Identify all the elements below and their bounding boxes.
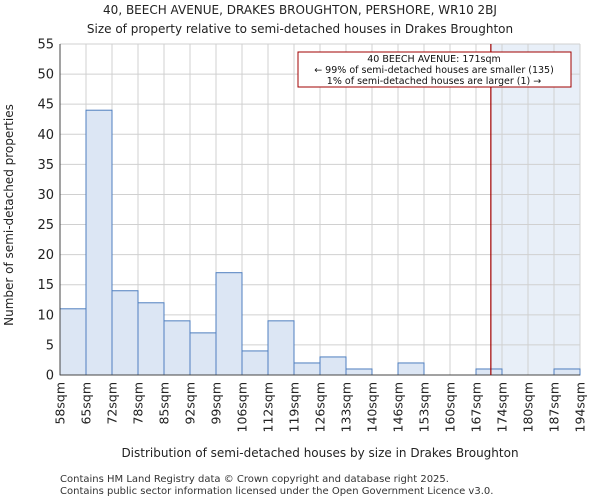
bar-58sqm bbox=[59, 308, 87, 376]
bar-92sqm bbox=[189, 332, 217, 376]
y-axis-label: Number of semi-detached properties bbox=[2, 104, 16, 326]
x-tick-label: 146sqm bbox=[391, 382, 406, 432]
chart-title: 40, BEECH AVENUE, DRAKES BROUGHTON, PERS… bbox=[103, 3, 497, 17]
annotation-line-2: ← 99% of semi-detached houses are smalle… bbox=[314, 65, 554, 76]
x-tick-label: 92sqm bbox=[183, 382, 198, 425]
x-tick-label: 140sqm bbox=[365, 382, 380, 432]
x-tick-label: 167sqm bbox=[469, 382, 484, 432]
x-tick-label: 153sqm bbox=[417, 382, 432, 432]
bar-119sqm bbox=[293, 362, 321, 376]
footer-line-2: Contains public sector information licen… bbox=[60, 486, 493, 497]
x-tick-label: 58sqm bbox=[53, 382, 68, 425]
y-tick-label: 30 bbox=[37, 188, 54, 203]
x-tick-label: 112sqm bbox=[261, 382, 276, 432]
x-tick-label: 106sqm bbox=[235, 382, 250, 432]
bar-99sqm bbox=[215, 272, 243, 376]
x-tick-label: 160sqm bbox=[443, 382, 458, 432]
annotation-line-3: 1% of semi-detached houses are larger (1… bbox=[327, 76, 541, 87]
y-tick-label: 5 bbox=[46, 338, 54, 353]
bar-112sqm bbox=[267, 320, 295, 376]
y-tick-label: 40 bbox=[37, 128, 54, 143]
y-tick-label: 50 bbox=[37, 68, 54, 83]
x-axis-label: Distribution of semi-detached houses by … bbox=[121, 446, 518, 460]
y-tick-label: 45 bbox=[37, 98, 54, 113]
bar-146sqm bbox=[397, 362, 425, 376]
y-tick-label: 0 bbox=[46, 369, 54, 384]
bar-85sqm bbox=[163, 320, 191, 376]
x-tick-label: 180sqm bbox=[521, 382, 536, 432]
x-tick-label: 187sqm bbox=[547, 382, 562, 432]
annotation-line-1: 40 BEECH AVENUE: 171sqm bbox=[367, 54, 500, 65]
y-tick-label: 35 bbox=[37, 158, 54, 173]
bar-133sqm bbox=[345, 368, 373, 376]
y-tick-label: 55 bbox=[37, 38, 54, 53]
y-tick-label: 10 bbox=[37, 308, 54, 323]
highlight-region bbox=[490, 44, 580, 375]
x-tick-label: 174sqm bbox=[495, 382, 510, 432]
bar-106sqm bbox=[241, 350, 269, 376]
bar-72sqm bbox=[111, 290, 139, 376]
chart-subtitle: Size of property relative to semi-detach… bbox=[87, 22, 513, 36]
plot-area: 0 5 10 15 20 25 30 35 40 45 50 55 58sqm 65sqm 72sqm 78s… bbox=[37, 38, 587, 433]
x-tick-label: 99sqm bbox=[209, 382, 224, 425]
x-tick-label: 133sqm bbox=[339, 382, 354, 432]
x-tick-label: 194sqm bbox=[573, 382, 588, 432]
x-tick-label: 72sqm bbox=[105, 382, 120, 425]
y-tick-label: 15 bbox=[37, 278, 54, 293]
bar-65sqm bbox=[85, 109, 113, 376]
y-tick-label: 20 bbox=[37, 248, 54, 263]
y-tick-label: 25 bbox=[37, 218, 54, 233]
x-tick-label: 78sqm bbox=[131, 382, 146, 425]
x-tick-label: 85sqm bbox=[157, 382, 172, 425]
x-tick-label: 119sqm bbox=[287, 382, 302, 432]
bar-187sqm bbox=[553, 368, 581, 376]
annotation-box bbox=[297, 51, 572, 88]
x-tick-label: 65sqm bbox=[79, 382, 94, 425]
x-tick-label: 126sqm bbox=[313, 382, 328, 432]
bar-167sqm bbox=[475, 368, 503, 376]
footer-line-1: Contains HM Land Registry data © Crown c… bbox=[60, 474, 449, 485]
bar-126sqm bbox=[319, 356, 347, 376]
bar-78sqm bbox=[137, 302, 165, 376]
